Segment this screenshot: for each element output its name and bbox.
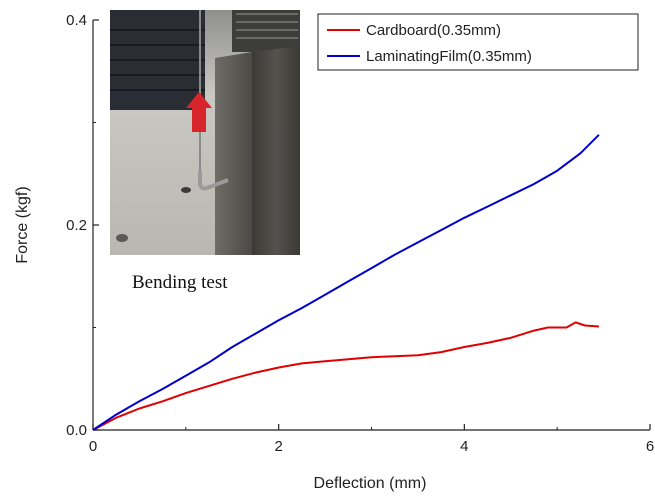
inset-clamp-springs	[236, 13, 298, 39]
x-tick-label: 4	[460, 438, 468, 455]
legend-label-cardboard: Cardboard(0.35mm)	[366, 22, 501, 39]
series-line-cardboard-0-35mm	[92, 321, 599, 431]
legend-box	[317, 13, 639, 71]
y-axis-label: Force (kgf)	[14, 186, 31, 263]
inset-block-side	[215, 52, 252, 255]
inset-caption: Bending test	[132, 272, 228, 293]
x-tick-label: 2	[274, 438, 282, 455]
series-layer	[92, 134, 600, 431]
x-tick-label: 6	[646, 438, 654, 455]
inset-photo	[110, 10, 300, 255]
inset-block-front	[252, 46, 300, 255]
y-tick-label: 0.4	[66, 12, 87, 29]
axis-ticks: 0 2 4 6 0.0 0.2 0.4	[66, 12, 654, 455]
inset-hook	[198, 170, 229, 191]
y-tick-label: 0.2	[66, 217, 87, 234]
x-axis-label: Deflection (mm)	[314, 475, 427, 492]
legend-label-laminating-film: LaminatingFilm(0.35mm)	[366, 48, 532, 65]
inset-bolt	[181, 187, 191, 193]
inset-machine-slats	[110, 29, 205, 91]
x-tick-label: 0	[89, 438, 97, 455]
inset-floor-mark	[116, 234, 128, 242]
up-arrow-icon	[186, 92, 212, 132]
legend: Cardboard(0.35mm) LaminatingFilm(0.35mm)	[317, 13, 639, 71]
y-tick-label: 0.0	[66, 422, 87, 439]
series-line-laminatingfilm-0-35mm	[92, 134, 600, 431]
